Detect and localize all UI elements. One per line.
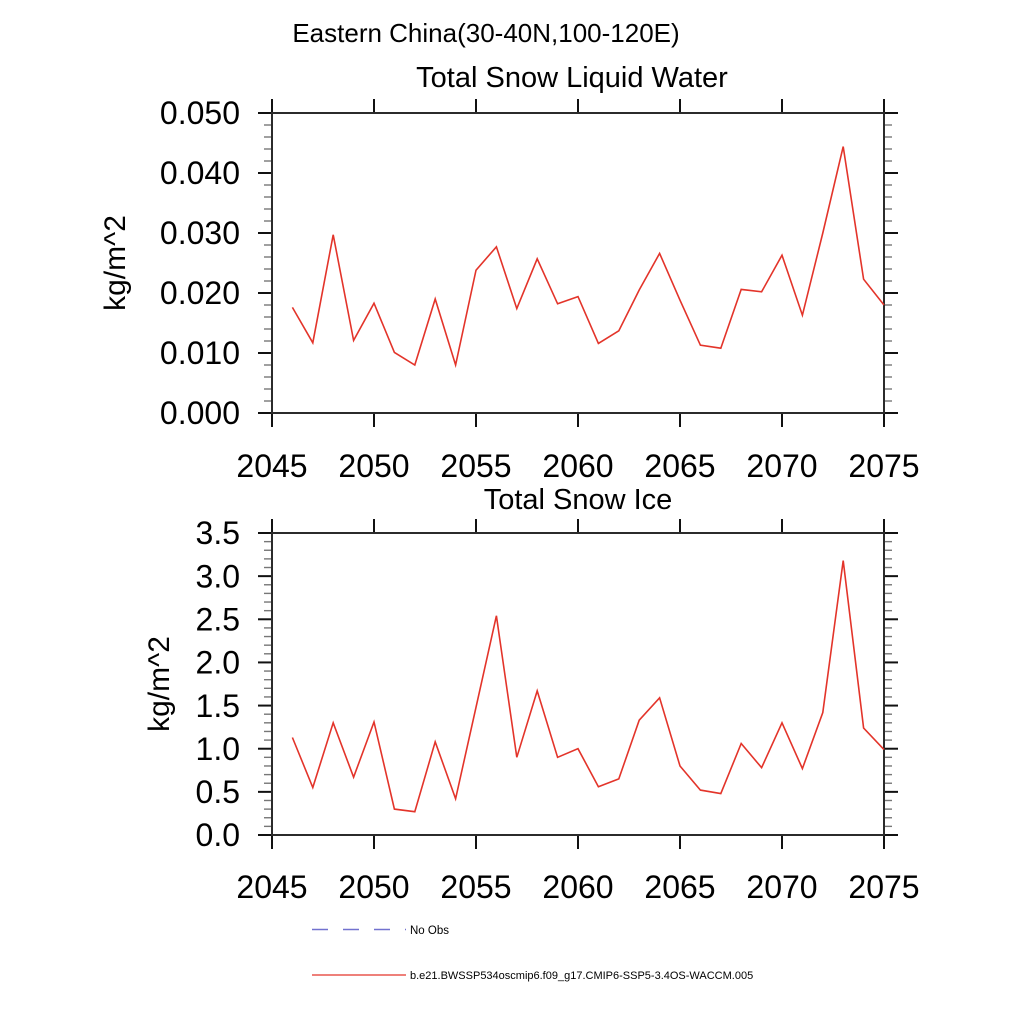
- no-obs-label: No Obs: [410, 925, 449, 937]
- y-minor-ticks: [264, 124, 892, 402]
- y-tick-label: 2.0: [196, 645, 240, 681]
- y-tick-label: 3.5: [196, 515, 240, 551]
- major-ticks: [258, 99, 898, 427]
- x-tick-label: 2045: [236, 448, 307, 484]
- y-axis-title: kg/m^2: [99, 215, 132, 311]
- x-tick-label: 2070: [746, 869, 817, 905]
- series-line: [291, 146, 885, 369]
- x-tick-label: 2055: [440, 869, 511, 905]
- region-title: Eastern China(30-40N,100-120E): [292, 18, 679, 48]
- x-tick-label: 2060: [542, 869, 613, 905]
- y-tick-label: 2.5: [196, 601, 240, 637]
- y-tick-label: 0.5: [196, 774, 240, 810]
- x-tick-label: 2060: [542, 448, 613, 484]
- y-tick-label: 0.000: [160, 395, 240, 431]
- y-tick-label: 0.030: [160, 215, 240, 251]
- y-tick-label: 0.040: [160, 155, 240, 191]
- major-ticks: [258, 519, 898, 849]
- tick-labels: 0.000 0.010 0.020 0.030 0.040 0.050 2045 2050 20…: [160, 95, 920, 484]
- legend: No Obs b.e21.BWSSP534oscmip6.f09_g17.CMI…: [312, 925, 753, 982]
- y-tick-label: 0.010: [160, 335, 240, 371]
- y-tick-label: 1.5: [196, 688, 240, 724]
- series-label: b.e21.BWSSP534oscmip6.f09_g17.CMIP6-SSP5…: [410, 970, 753, 982]
- plot-box: [271, 532, 885, 836]
- x-tick-label: 2065: [644, 869, 715, 905]
- chart1-title: Total Snow Liquid Water: [416, 62, 728, 94]
- x-tick-label: 2045: [236, 869, 307, 905]
- y-axis-title: kg/m^2: [143, 636, 176, 732]
- chart1-total-snow-liquid-water: 0.000 0.010 0.020 0.030 0.040 0.050 2045 2050 20…: [99, 95, 920, 484]
- tick-labels: 0.0 0.5 1.0 1.5 2.0 2.5 3.0 3.5 2045 2050 2055 2060…: [196, 515, 920, 905]
- y-tick-label: 3.0: [196, 558, 240, 594]
- legend-item-series: b.e21.BWSSP534oscmip6.f09_g17.CMIP6-SSP5…: [312, 970, 753, 982]
- y-tick-label: 1.0: [196, 731, 240, 767]
- chart2-title: Total Snow Ice: [484, 484, 673, 516]
- plot-box: [271, 112, 885, 414]
- x-tick-label: 2075: [848, 869, 919, 905]
- x-tick-label: 2070: [746, 448, 817, 484]
- x-tick-label: 2050: [338, 869, 409, 905]
- y-tick-label: 0.0: [196, 817, 240, 853]
- series-line: [291, 560, 885, 813]
- x-tick-label: 2065: [644, 448, 715, 484]
- legend-item-no-obs: No Obs: [312, 925, 449, 937]
- x-tick-label: 2075: [848, 448, 919, 484]
- y-tick-label: 0.020: [160, 275, 240, 311]
- x-tick-label: 2055: [440, 448, 511, 484]
- y-tick-label: 0.050: [160, 95, 240, 131]
- chart2-total-snow-ice: 0.0 0.5 1.0 1.5 2.0 2.5 3.0 3.5 2045 2050 2055 2060…: [143, 515, 920, 905]
- x-tick-label: 2050: [338, 448, 409, 484]
- y-minor-ticks: [264, 540, 892, 828]
